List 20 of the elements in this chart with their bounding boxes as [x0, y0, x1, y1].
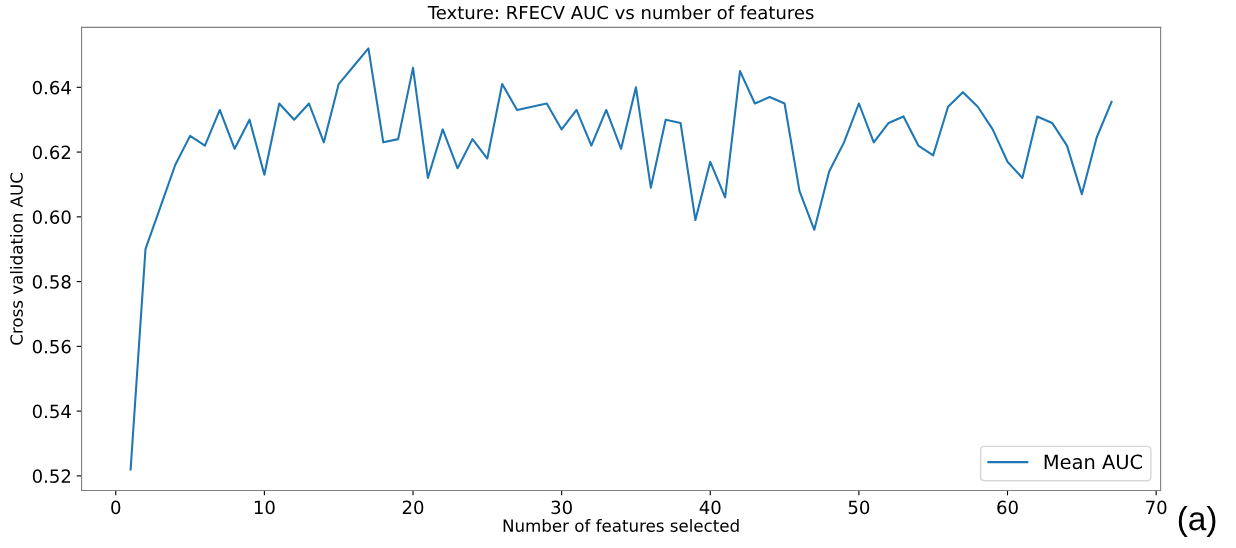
x-axis-title: Number of features selected — [503, 519, 739, 532]
y-tick-label: 0.62 — [32, 145, 71, 160]
x-tick-label: 50 — [848, 500, 870, 515]
chart-title: Texture: RFECV AUC vs number of features — [427, 5, 814, 20]
y-tick-label: 0.54 — [32, 404, 71, 419]
x-tick-label: 70 — [1146, 500, 1167, 515]
y-tick-label: 0.58 — [32, 275, 71, 289]
x-tick-label: 60 — [997, 500, 1018, 515]
x-tick-label: 20 — [402, 500, 424, 515]
y-tick-label: 0.60 — [32, 210, 71, 224]
text: (a) — [1178, 505, 1216, 538]
y-axis-title: Cross validation AUC — [9, 173, 23, 345]
x-tick-label: 40 — [699, 500, 721, 515]
y-tick-label: 0.56 — [32, 339, 71, 354]
y-tick-label: 0.64 — [32, 80, 71, 95]
y-tick-label: 0.52 — [32, 469, 71, 483]
x-tick-label: 10 — [254, 500, 275, 515]
x-tick-label: 0 — [111, 500, 121, 515]
legend-label: Mean AUC — [1044, 454, 1143, 470]
x-tick-label: 30 — [551, 500, 572, 515]
